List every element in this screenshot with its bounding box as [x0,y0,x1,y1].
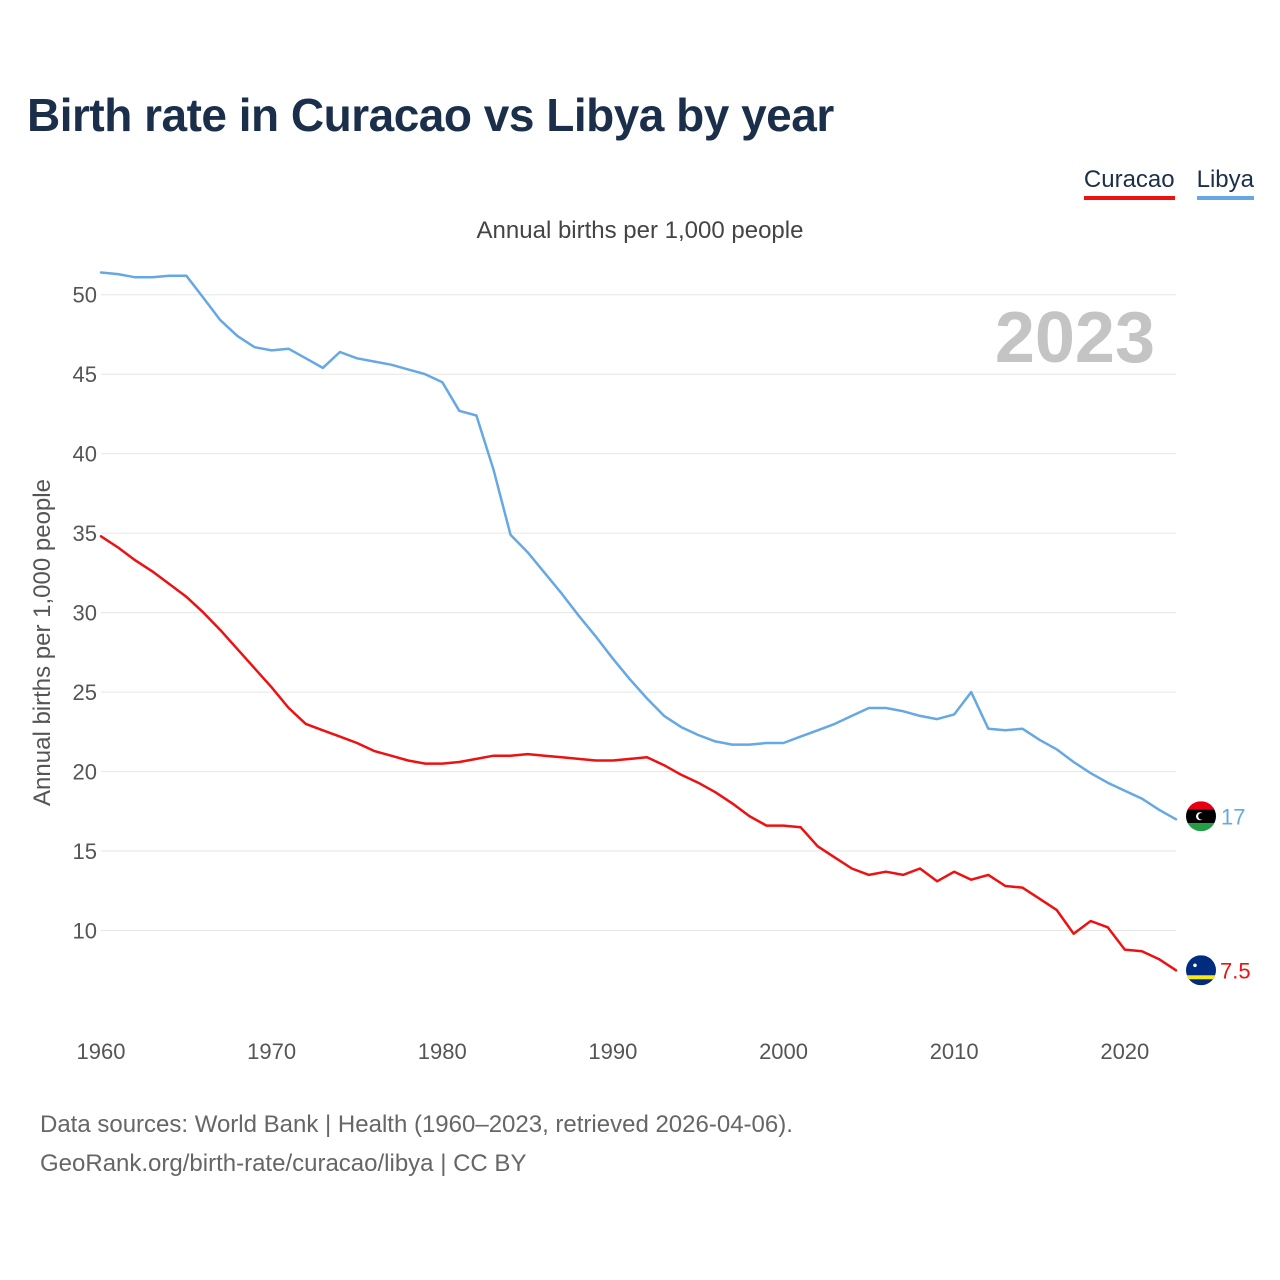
source-url[interactable]: GeoRank.org/birth-rate/curacao/libya | C… [40,1150,527,1177]
x-tick-label: 1960 [77,1039,126,1064]
legend-item-curacao[interactable]: Curacao [1083,166,1175,200]
line-chart: 10 15 20 25 30 35 40 45 50 1960 1970 1980 1990 2000 20… [29,271,1251,1064]
y-tick-label: 50 [73,283,97,308]
y-tick-label: 10 [73,919,97,944]
y-tick-label: 35 [73,521,97,546]
y-axis-label: Annual births per 1,000 people [29,479,56,806]
x-tick-label: 2020 [1100,1039,1149,1064]
x-tick-label: 1990 [588,1039,637,1064]
series-line-libya [99,271,1178,821]
year-label: 2023 [995,298,1155,378]
legend-item-libya[interactable]: Libya [1196,166,1254,200]
y-tick-label: 40 [73,442,97,467]
x-tick-label: 1980 [418,1039,467,1064]
y-tick-label: 30 [73,601,97,626]
x-tick-label: 2010 [930,1039,979,1064]
end-label-curacao: 7.5 [1220,958,1251,983]
chart-subtitle: Annual births per 1,000 people [476,217,804,244]
chart-title: Birth rate in Curacao vs Libya by year [27,89,834,141]
x-tick-label: 2000 [759,1039,808,1064]
source-line: Data sources: World Bank | Health (1960–… [40,1111,793,1138]
x-tick-label: 1970 [247,1039,296,1064]
y-tick-label: 15 [73,839,97,864]
curacao-flag-icon [1186,955,1216,986]
libya-flag-icon [1186,801,1216,832]
source-note: Data sources: World Bank | Health (1960–… [40,1105,793,1183]
series-line-curacao [99,535,1178,972]
legend: Curacao Libya [1083,166,1254,200]
y-tick-label: 25 [73,680,97,705]
y-tick-label: 45 [73,362,97,387]
end-label-libya: 17 [1221,804,1245,829]
y-tick-label: 20 [73,760,97,785]
